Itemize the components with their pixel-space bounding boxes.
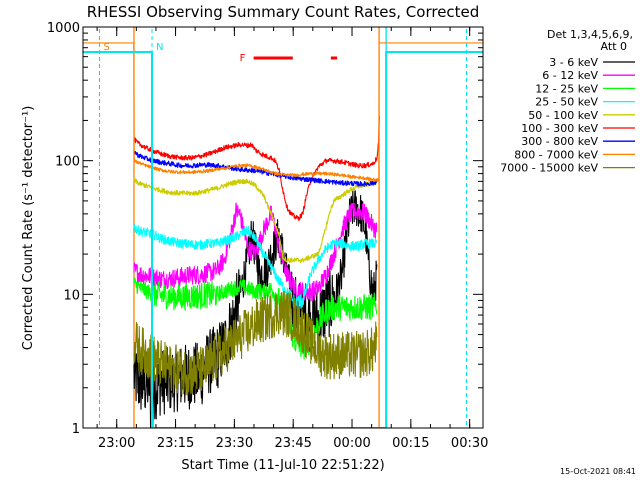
generation-timestamp: 15-Oct-2021 08:41 (560, 467, 636, 476)
y-tick-label: 1 (72, 422, 80, 437)
series-line-800-7000-kev (83, 42, 483, 182)
x-axis: 23:00 23:15 23:30 23:45 00:00 00:15 00:30 (96, 27, 488, 451)
flare-flag-layer: F (240, 53, 338, 64)
y-axis-label: Corrected Count Rate (s⁻¹ detector⁻¹) (21, 106, 36, 351)
series-line-25-50-kev (133, 224, 378, 312)
legend-entry-label: 12 - 25 keV (535, 82, 598, 95)
y-tick-label: 100 (55, 155, 80, 170)
y-tick-label: 10 (63, 288, 80, 303)
series-line-7000-15000-kev (133, 291, 378, 396)
x-axis-label: Start Time (11-Jul-10 22:51:22) (181, 458, 384, 473)
chart-title: RHESSI Observing Summary Count Rates, Co… (87, 3, 480, 21)
series-layer (83, 42, 483, 428)
series-line-cyan-orbit (83, 51, 483, 428)
series-line-12-25-kev (133, 277, 378, 360)
legend-header-line-2: Att 0 (601, 40, 627, 53)
x-tick-label: 23:15 (157, 436, 194, 451)
legend-entry-label: 7000 - 15000 keV (500, 162, 598, 175)
legend-entry-label: 25 - 50 keV (535, 96, 598, 109)
y-tick-label: 1000 (47, 21, 80, 36)
legend-header-line-1: Det 1,3,4,5,6,9, (547, 28, 633, 41)
legend-entry-label: 6 - 12 keV (542, 69, 598, 82)
series-line-300-800-kev (133, 149, 378, 187)
orbit-marker-label: S (103, 42, 109, 53)
legend-entry-label: 800 - 7000 keV (514, 148, 598, 161)
x-tick-label: 23:00 (98, 436, 135, 451)
x-tick-label: 00:30 (451, 436, 488, 451)
series-line-3-6-kev (133, 189, 378, 428)
orbit-marker-label: N (156, 42, 163, 53)
x-tick-label: 23:30 (216, 436, 253, 451)
flare-flag-label: F (240, 53, 246, 64)
y-axis: 1 10 100 1000 (47, 21, 483, 437)
x-tick-label: 00:00 (333, 436, 370, 451)
x-tick-label: 23:45 (274, 436, 311, 451)
legend-entry-label: 300 - 800 keV (521, 135, 598, 148)
series-line-100-300-kev (133, 115, 380, 222)
legend-entry-label: 3 - 6 keV (549, 56, 598, 69)
legend-entry-label: 100 - 300 keV (521, 122, 598, 135)
x-tick-label: 00:15 (392, 436, 429, 451)
plot-frame (82, 26, 484, 429)
series-line-50-100-kev (133, 177, 378, 264)
legend-entry-label: 50 - 100 keV (528, 109, 598, 122)
